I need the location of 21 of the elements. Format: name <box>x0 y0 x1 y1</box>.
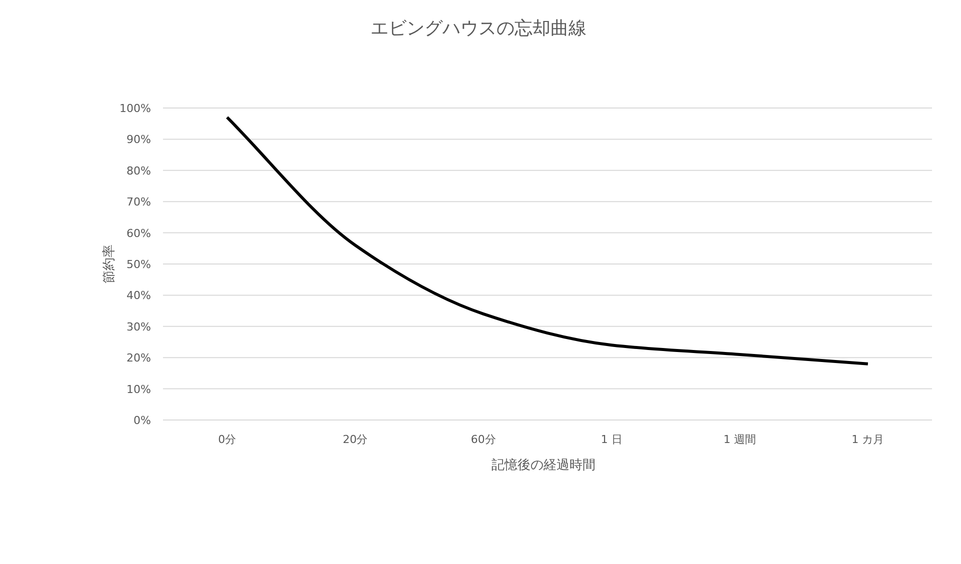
x-tick-label: 20分 <box>342 433 368 446</box>
y-tick-label: 70% <box>126 196 151 209</box>
y-tick-label: 30% <box>126 320 151 334</box>
y-tick-label: 60% <box>126 226 151 240</box>
y-tick-label: 100% <box>120 102 151 115</box>
x-tick-label: 1 週間 <box>724 433 756 446</box>
chart-title: エビングハウスの忘却曲線 <box>370 18 586 39</box>
y-tick-label: 90% <box>126 133 151 146</box>
y-tick-label: 40% <box>126 289 151 302</box>
x-tick-label: 1 日 <box>600 433 622 446</box>
x-axis-title: 記憶後の経過時間 <box>492 458 596 473</box>
y-tick-label: 80% <box>126 164 151 178</box>
y-tick-label: 20% <box>126 352 151 365</box>
x-tick-label: 0分 <box>218 433 236 446</box>
y-axis-title: 節約率 <box>101 244 117 284</box>
y-tick-label: 50% <box>126 258 151 271</box>
y-tick-label: 10% <box>126 382 151 396</box>
line-series <box>226 116 870 366</box>
x-tick-label: 1 カ月 <box>852 433 884 446</box>
y-tick-label: 0% <box>134 414 151 427</box>
x-tick-label: 60分 <box>470 433 496 446</box>
